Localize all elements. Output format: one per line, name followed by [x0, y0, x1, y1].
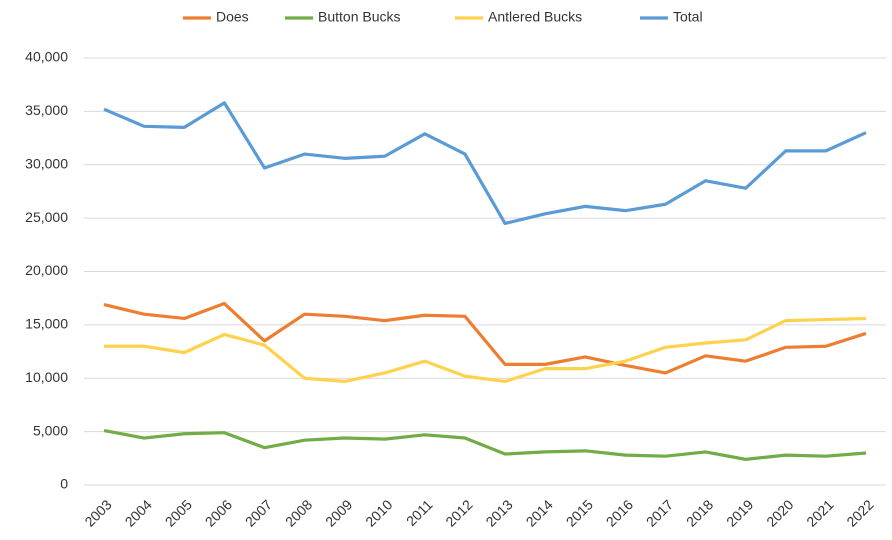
x-tick-label: 2006 — [202, 496, 235, 529]
y-tick-label: 35,000 — [25, 102, 68, 118]
x-tick-label: 2017 — [643, 496, 676, 529]
x-tick-label: 2018 — [683, 496, 716, 529]
x-tick-label: 2020 — [763, 496, 796, 529]
x-tick-label: 2011 — [403, 496, 436, 529]
x-tick-label: 2007 — [242, 496, 275, 529]
x-tick-label: 2008 — [282, 496, 315, 529]
x-tick-label: 2022 — [843, 496, 876, 529]
y-tick-label: 40,000 — [25, 49, 68, 65]
y-tick-label: 20,000 — [25, 262, 68, 278]
x-tick-label: 2021 — [803, 496, 836, 529]
y-tick-label: 30,000 — [25, 155, 68, 171]
x-tick-label: 2004 — [122, 496, 155, 529]
y-tick-label: 15,000 — [25, 316, 68, 332]
series-line — [103, 101, 867, 226]
x-tick-label: 2010 — [362, 496, 395, 529]
legend-label: Button Bucks — [318, 9, 401, 25]
legend-label: Total — [673, 9, 703, 25]
series-line — [104, 316, 866, 384]
x-tick-label: 2012 — [442, 496, 475, 529]
y-tick-label: 10,000 — [25, 369, 68, 385]
legend-label: Antlered Bucks — [488, 9, 582, 25]
x-tick-label: 2019 — [723, 496, 756, 529]
series-line — [103, 301, 867, 375]
x-tick-label: 2014 — [523, 496, 556, 529]
x-tick-label: 2009 — [322, 496, 355, 529]
y-tick-label: 25,000 — [25, 209, 68, 225]
series-line — [103, 428, 867, 461]
x-tick-label: 2005 — [162, 496, 195, 529]
x-tick-label: 2016 — [603, 496, 636, 529]
x-tick-label: 2015 — [563, 496, 596, 529]
legend-label: Does — [216, 9, 249, 25]
x-tick-label: 2003 — [81, 496, 114, 529]
y-tick-label: 5,000 — [33, 422, 68, 438]
x-tick-label: 2013 — [482, 496, 515, 529]
y-tick-label: 0 — [60, 476, 68, 492]
